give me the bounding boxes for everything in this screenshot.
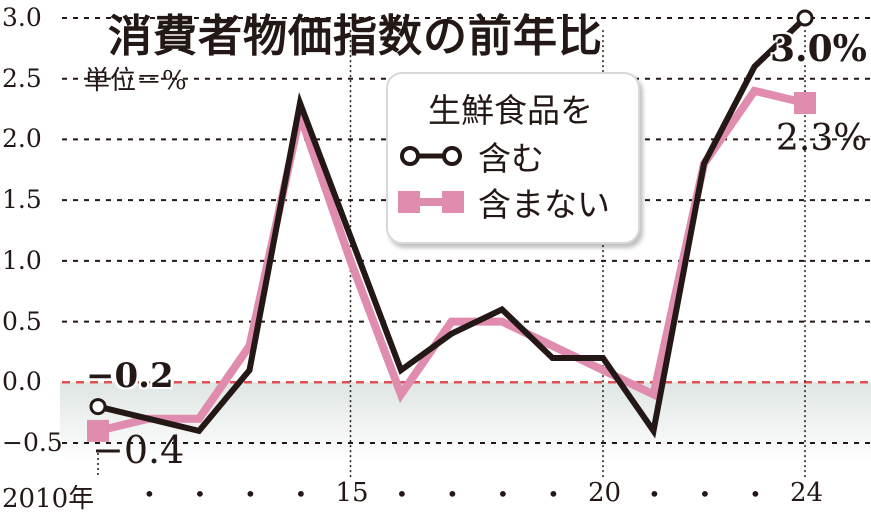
y-tick-label: 1.5 <box>2 185 42 215</box>
legend: 生鮮食品を 含む 含まない <box>386 72 640 244</box>
y-tick-label: −0.5 <box>2 428 63 457</box>
y-tick-label: 0.0 <box>2 367 42 397</box>
data-point-excl <box>794 92 816 114</box>
x-minor-tick: • <box>194 482 206 506</box>
x-minor-tick: • <box>699 482 711 506</box>
x-minor-tick: • <box>295 482 307 506</box>
x-minor-tick: • <box>143 482 156 506</box>
x-tick-label: 20 <box>588 478 622 508</box>
annotation-incl-start: −0.2 <box>86 356 174 396</box>
data-point-incl <box>796 9 814 27</box>
annotation-excl-start: −0.4 <box>92 428 185 472</box>
x-minor-tick: • <box>547 482 560 506</box>
x-minor-tick: • <box>244 482 257 506</box>
annotation-incl-end: 3.0% <box>770 28 867 70</box>
annotation-excl-end: 2.3% <box>776 118 868 159</box>
legend-label-incl: 含む <box>478 139 544 178</box>
square-line-icon <box>398 191 464 213</box>
y-tick-label: 0.5 <box>2 306 42 336</box>
unit-label: 単位＝% <box>84 66 187 96</box>
y-tick-label: 2.5 <box>2 63 42 93</box>
legend-label-excl: 含まない <box>478 185 610 224</box>
legend-title: 生鮮食品を <box>428 91 593 130</box>
x-minor-tick: • <box>648 482 661 506</box>
x-tick-label: 2010年 <box>2 484 95 514</box>
data-point-excl <box>87 419 109 442</box>
x-minor-tick: • <box>497 482 509 506</box>
x-minor-tick: • <box>396 482 408 506</box>
legend-item-incl: 含む <box>398 134 544 178</box>
x-minor-tick: • <box>749 482 762 506</box>
x-tick-label: 24 <box>790 478 824 508</box>
open-circle-line-icon <box>400 146 462 166</box>
data-point-incl <box>89 398 107 416</box>
series-line-incl <box>97 15 808 439</box>
legend-item-excl: 含まない <box>398 180 610 224</box>
y-tick-label: 2.0 <box>2 124 42 154</box>
y-tick-label: 3.0 <box>2 3 42 32</box>
y-tick-label: 1.0 <box>2 245 42 275</box>
chart-title: 消費者物価指数の前年比 <box>108 11 603 62</box>
x-tick-label: 15 <box>335 478 369 508</box>
x-minor-tick: • <box>446 482 459 506</box>
